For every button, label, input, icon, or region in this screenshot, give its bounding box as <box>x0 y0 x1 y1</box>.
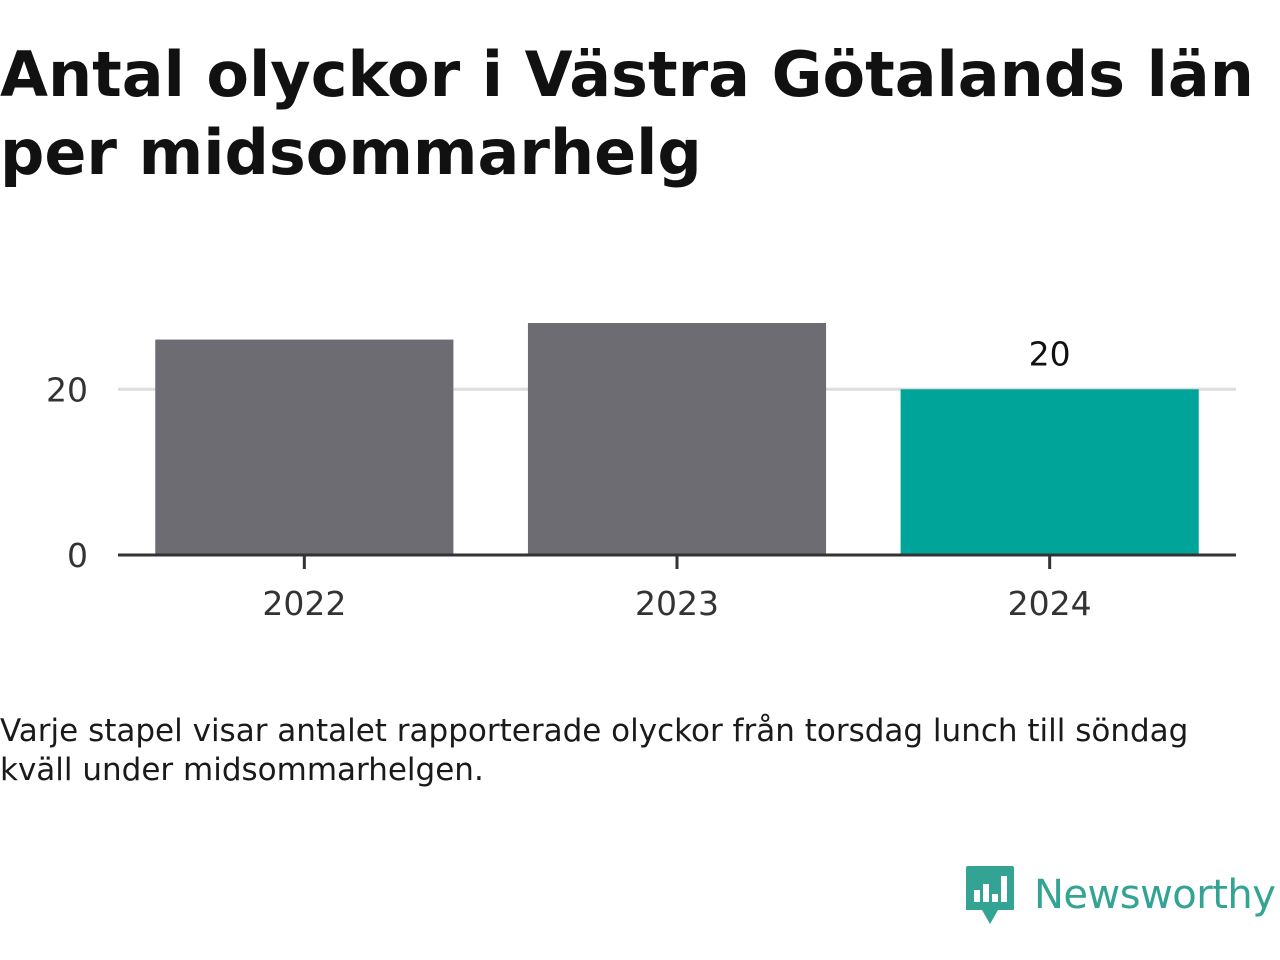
y-tick-label: 0 <box>67 536 88 575</box>
axes <box>118 553 1236 569</box>
brand-logo: Newsworthy <box>964 862 1276 928</box>
labels: 20 2022 2023 2024 0 20 <box>46 334 1092 623</box>
bar-2023 <box>527 323 827 555</box>
bar-chart: 20 2022 2023 2024 0 20 <box>46 323 1236 623</box>
chart-title: Antal olyckor i Västra Götalands län per… <box>0 38 1254 189</box>
y-tick-label: 20 <box>46 370 88 409</box>
data-label: 20 <box>1029 334 1071 373</box>
bar-2024 <box>900 389 1199 555</box>
x-tick-label: 2024 <box>1008 584 1092 623</box>
chart-footnote: Varje stapel visar antalet rapporterade … <box>0 713 1189 788</box>
x-tick-label: 2022 <box>262 584 346 623</box>
bar-2022 <box>155 339 454 555</box>
newsworthy-logo-icon <box>966 866 1014 924</box>
bars <box>155 323 1199 555</box>
brand-name: Newsworthy <box>1034 872 1276 918</box>
x-tick-label: 2023 <box>635 584 719 623</box>
